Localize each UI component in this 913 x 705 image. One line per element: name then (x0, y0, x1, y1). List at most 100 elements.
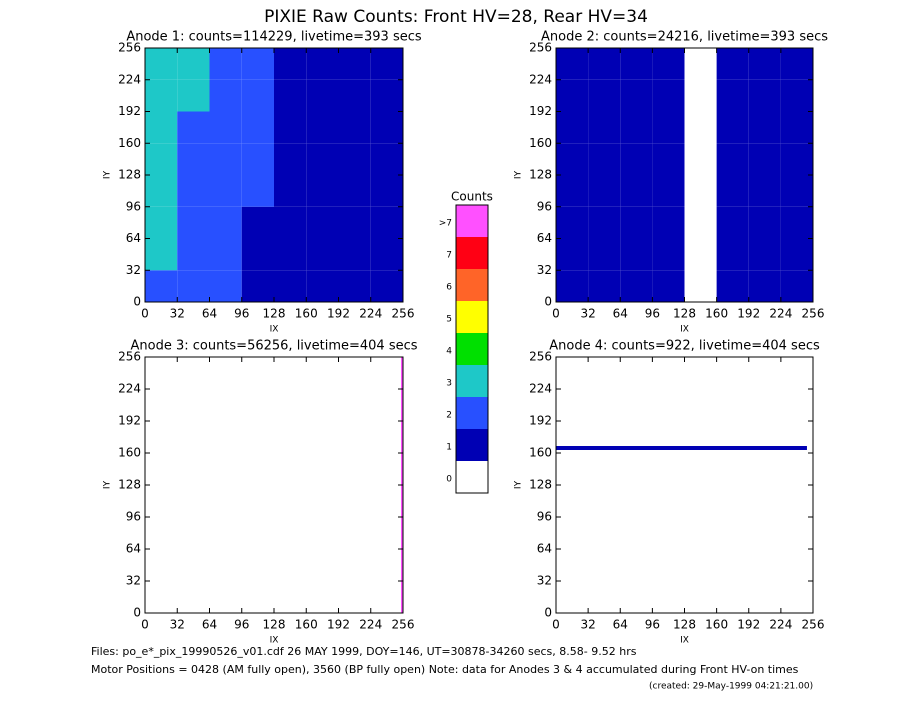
heatmap-cell (209, 206, 242, 239)
heatmap-cell (556, 238, 589, 271)
heatmap-cell (177, 48, 210, 80)
x-tick-label: 96 (234, 618, 249, 632)
heatmap-cell (370, 111, 403, 144)
heatmap-cell (370, 270, 403, 302)
heatmap-cell (588, 111, 621, 144)
heatmap-cell (145, 206, 178, 239)
y-tick-label: 160 (529, 136, 552, 150)
heatmap-cell (620, 79, 653, 112)
heatmap-cell (806, 450, 813, 613)
heatmap-cell (209, 143, 242, 175)
heatmap-cell (806, 357, 813, 446)
x-tick-label: 64 (202, 307, 217, 321)
heatmap-cell (716, 206, 749, 239)
heatmap-cell (780, 79, 813, 112)
heatmap-cell (748, 143, 781, 175)
heatmap-cell (748, 175, 781, 207)
heatmap-cell (780, 238, 813, 271)
y-tick-label: 128 (118, 478, 141, 492)
heatmap-cell (620, 175, 653, 207)
heatmap-cell (145, 175, 178, 207)
x-tick-label: 128 (263, 307, 286, 321)
heatmap-cell (620, 206, 653, 239)
colorbar-label: 7 (446, 251, 452, 261)
heatmap-cell (241, 48, 274, 80)
heatmap-cell (716, 175, 749, 207)
heatmap-cell (274, 270, 307, 302)
colorbar-cell (456, 269, 488, 301)
heatmap-cell (780, 48, 813, 80)
y-tick-label: 224 (529, 72, 552, 86)
x-tick-label: 0 (552, 618, 560, 632)
y-axis-label: IY (514, 170, 524, 179)
heatmap-cell (588, 48, 621, 80)
heatmap-cell (716, 270, 749, 302)
heatmap-cell (370, 206, 403, 239)
heatmap-cell (338, 270, 371, 302)
y-tick-label: 256 (118, 350, 141, 364)
x-tick-label: 32 (170, 307, 185, 321)
y-tick-label: 64 (537, 542, 552, 556)
heatmap-cell (177, 111, 210, 144)
heatmap-cell (748, 238, 781, 271)
heatmap-cell (274, 206, 307, 239)
colorbar-cell (456, 461, 488, 493)
x-axis-label: IX (270, 636, 279, 646)
heatmap-cell (748, 48, 781, 80)
x-tick-label: 160 (705, 307, 728, 321)
y-tick-label: 160 (529, 446, 552, 460)
heatmap-cell (556, 357, 807, 446)
heatmap-cell (716, 238, 749, 271)
heatmap-cell (652, 111, 685, 144)
y-tick-label: 96 (126, 199, 141, 213)
heatmap-cell (716, 143, 749, 175)
x-tick-label: 160 (295, 618, 318, 632)
y-tick-label: 128 (118, 168, 141, 182)
colorbar-frame (455, 204, 489, 494)
heatmap-cell (620, 143, 653, 175)
x-tick-label: 64 (613, 307, 628, 321)
colorbar-cell (456, 237, 488, 269)
heatmap-cell (684, 175, 717, 207)
y-axis-label: IY (514, 480, 524, 489)
y-tick-label: 192 (529, 104, 552, 118)
heatmap-cell (241, 238, 274, 271)
x-tick-label: 64 (613, 618, 628, 632)
heatmap-cell (556, 206, 589, 239)
x-tick-label: 224 (769, 618, 792, 632)
heatmap-cell (241, 143, 274, 175)
heatmap-cell (556, 111, 589, 144)
x-tick-label: 224 (769, 307, 792, 321)
x-tick-label: 96 (645, 618, 660, 632)
heatmap-cell (241, 111, 274, 144)
x-tick-label: 0 (552, 307, 560, 321)
x-tick-label: 256 (392, 618, 415, 632)
y-tick-label: 32 (537, 263, 552, 277)
heatmap-cell (780, 206, 813, 239)
y-tick-label: 64 (126, 231, 141, 245)
heatmap-cell (241, 175, 274, 207)
x-tick-label: 128 (673, 307, 696, 321)
panel-title: Anode 1: counts=114229, livetime=393 sec… (126, 30, 422, 45)
heatmap-cell (370, 48, 403, 80)
heatmap-cell (556, 446, 807, 450)
x-tick-label: 224 (359, 307, 382, 321)
heatmap-cell (652, 143, 685, 175)
y-tick-label: 96 (537, 510, 552, 524)
heatmap-cell (145, 79, 178, 112)
y-tick-label: 256 (529, 41, 552, 55)
heatmap-cell (780, 270, 813, 302)
heatmap-cell (209, 79, 242, 112)
x-tick-label: 256 (392, 307, 415, 321)
footer-files: Files: po_e*_pix_19990526_v01.cdf 26 MAY… (91, 645, 637, 658)
heatmap-cell (274, 143, 307, 175)
heatmap-cell (588, 238, 621, 271)
y-tick-label: 256 (529, 350, 552, 364)
heatmap-cell (588, 143, 621, 175)
heatmap-cell (338, 111, 371, 144)
x-tick-label: 64 (202, 618, 217, 632)
x-tick-label: 256 (802, 307, 825, 321)
heatmap-cell (556, 450, 807, 613)
heatmap-cell (338, 206, 371, 239)
